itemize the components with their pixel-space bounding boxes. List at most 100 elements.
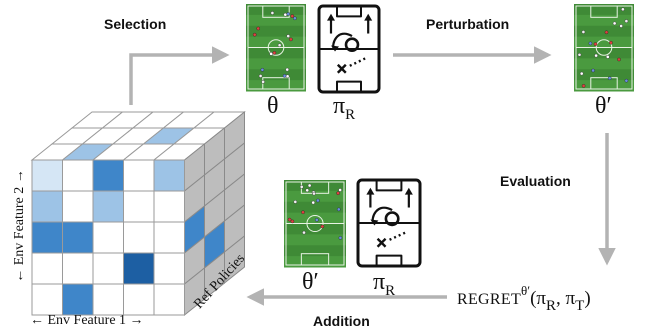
pi-symbol: π [373, 269, 386, 295]
board-box [336, 80, 362, 92]
pitch-stripe [246, 25, 306, 38]
penalty-box [590, 77, 618, 90]
front-cell [62, 190, 94, 223]
pitch-stripe [284, 201, 346, 214]
player-dot [609, 40, 613, 45]
pitch-stripe [574, 69, 634, 81]
pitch-stripe [284, 256, 346, 268]
player-dot [289, 37, 293, 42]
player-dot [283, 12, 288, 17]
ref-subscript: R [345, 107, 356, 123]
centre-circle [306, 214, 324, 233]
player-dot [604, 30, 609, 35]
selection-arrow-icon [129, 46, 230, 105]
player-dot [258, 74, 263, 78]
front-cell [92, 283, 124, 316]
front-cell [31, 190, 63, 223]
front-cell [153, 159, 185, 192]
front-cell [92, 190, 124, 223]
player-dot [594, 53, 598, 58]
pitch-stripe [284, 212, 346, 224]
player-dot [311, 200, 316, 205]
pitch-stripe [246, 69, 306, 81]
football-pitch-icon [284, 180, 346, 268]
player-dot [302, 230, 306, 235]
arrowhead [404, 187, 413, 195]
player-dot [290, 219, 295, 224]
player-dot [581, 30, 586, 34]
front-cell [153, 283, 185, 316]
player-dot [269, 52, 273, 56]
pass-path [349, 56, 368, 67]
board-box [375, 254, 403, 266]
player-dot [577, 53, 582, 57]
player-o-marker [384, 211, 400, 227]
player-dot [270, 11, 275, 15]
pitch-stripe [574, 36, 634, 48]
front-cell [153, 252, 185, 285]
pitch-stripe [284, 245, 346, 257]
front-cell [92, 252, 124, 285]
player-dot [286, 34, 291, 38]
addition-label: Addition [313, 313, 370, 329]
player-dot [338, 236, 343, 240]
ref-subscript: R [385, 283, 396, 299]
front-cell [153, 190, 185, 223]
player-dot [307, 183, 312, 188]
player-dot [256, 26, 261, 31]
front-cell [62, 252, 94, 285]
football-pitch-icon [246, 4, 306, 92]
archive-cube [30, 110, 246, 317]
player-dot [621, 7, 625, 12]
player-dot [617, 57, 621, 62]
player-x-marker [376, 237, 387, 248]
pitch-stripe [246, 36, 306, 48]
arrowhead [327, 13, 335, 21]
player-dot [286, 12, 291, 16]
player-x-marker [336, 63, 347, 74]
theta-prime-bottom-label: θ′ [302, 269, 319, 295]
player-dot [252, 32, 257, 37]
player-dot [579, 71, 584, 76]
player-dot [312, 191, 316, 196]
reference-policy-label: πR [333, 94, 355, 123]
selection-label: Selection [104, 16, 167, 32]
penalty-box [300, 253, 330, 266]
env-feature-1-axis-label: ← Env Feature 1 → [30, 313, 144, 328]
regret-close: ) [584, 288, 591, 309]
ref-subscript: R [546, 298, 557, 314]
player-o-marker [344, 37, 360, 53]
front-cell [31, 283, 63, 316]
evaluation-label: Evaluation [500, 173, 571, 189]
front-cell [62, 283, 94, 316]
front-cell [92, 221, 124, 254]
player-dot [606, 55, 610, 59]
tactics-board-icon [317, 4, 381, 94]
football-pitch-icon [574, 4, 634, 92]
player-dot [293, 16, 297, 21]
centre-circle [267, 39, 285, 56]
front-cell [123, 252, 155, 285]
player-dot [293, 200, 298, 204]
front-cell [123, 159, 155, 192]
regret-superscript: θ′ [521, 283, 531, 298]
penalty-box [262, 5, 290, 18]
front-cell [153, 221, 185, 254]
pass-path [389, 230, 409, 241]
player-dot [338, 188, 342, 192]
tactics-board-icon [356, 178, 422, 268]
front-cell [31, 252, 63, 285]
player-dot [282, 74, 287, 78]
regret-mid: , π [556, 288, 576, 309]
theta-prime-label: θ′ [595, 93, 612, 119]
pitch-stripe [246, 58, 306, 70]
board-box [336, 6, 362, 18]
target-subscript: T [575, 298, 585, 314]
arrowhead [331, 45, 339, 52]
pitch-stripe [246, 4, 306, 16]
player-dot [272, 51, 277, 55]
player-dot [612, 21, 617, 26]
pitch-stripe [284, 223, 346, 235]
pitch-stripe [284, 190, 346, 203]
player-dot [320, 224, 325, 229]
